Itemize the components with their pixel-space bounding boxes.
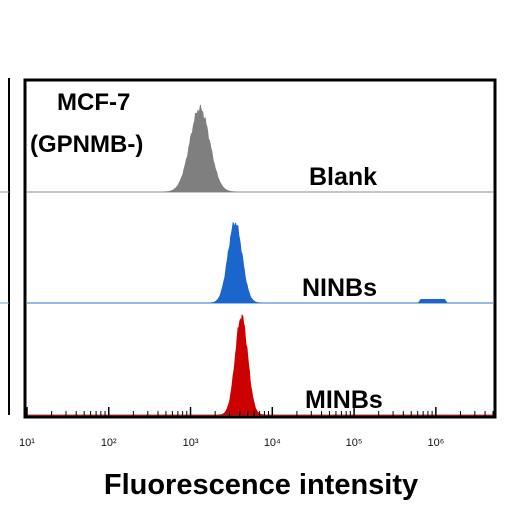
x-tick-label: 10⁴ (264, 437, 281, 449)
x-axis-title: Fluorescence intensity (104, 469, 418, 501)
histogram-minbs (27, 314, 493, 416)
x-tick-label: 10⁵ (346, 437, 363, 449)
x-tick-label: 10² (101, 437, 117, 449)
histogram-ninbs (27, 222, 493, 304)
cell-line-status-label: (GPNMB-) (30, 131, 143, 158)
x-tick-label: 10³ (183, 437, 199, 449)
histogram-ninbs-outlier-events (417, 299, 448, 303)
plot-frame (23, 78, 497, 419)
x-axis-ticks: 10¹ 10² 10³ 10⁴ 10⁵ 10⁶ (19, 407, 494, 449)
series-label-minbs: MINBs (305, 386, 383, 414)
cell-line-label: MCF-7 (57, 89, 130, 116)
series-label-blank: Blank (309, 163, 377, 191)
x-tick-label: 10⁶ (427, 437, 444, 449)
x-tick-label: 10¹ (19, 437, 35, 449)
series-label-ninbs: NINBs (302, 274, 377, 302)
